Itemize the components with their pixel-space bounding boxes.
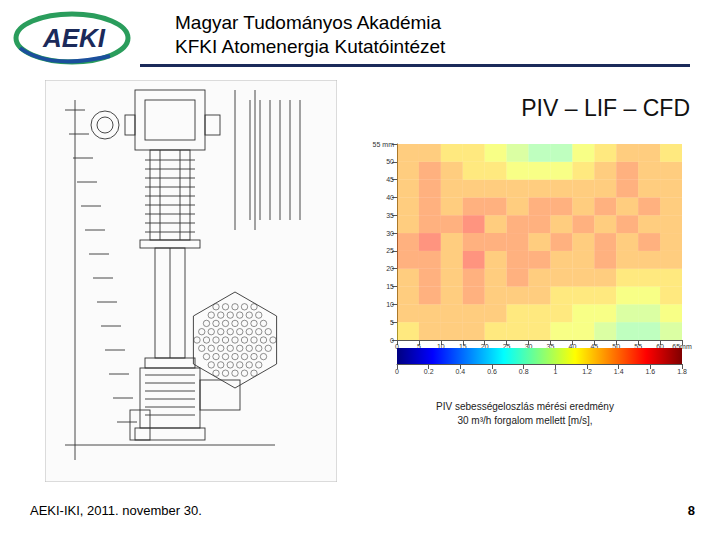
- svg-text:0.6: 0.6: [487, 368, 497, 375]
- svg-text:10: 10: [436, 343, 445, 350]
- svg-text:1.6: 1.6: [645, 368, 655, 375]
- svg-text:35: 35: [546, 343, 555, 350]
- html-text:AEKI-IKI, 2011. november 30.: AEKI-IKI, 2011. november 30.: [30, 503, 202, 518]
- svg-text:AEKI: AEKI: [42, 23, 106, 53]
- svg-text:0: 0: [390, 337, 394, 344]
- svg-text:20: 20: [480, 343, 489, 350]
- svg-text:50: 50: [386, 158, 394, 165]
- svg-text:1: 1: [553, 368, 557, 375]
- svg-text:20: 20: [386, 265, 394, 272]
- svg-text:15: 15: [458, 343, 467, 350]
- svg-text:0: 0: [395, 368, 399, 375]
- svg-text:55 mm: 55 mm: [373, 141, 395, 148]
- html-text:8: 8: [687, 503, 695, 518]
- svg-text:65mm: 65mm: [672, 343, 692, 350]
- html-text:PIV sebességeloszlás mérési er: PIV sebességeloszlás mérési eredmény: [436, 401, 614, 412]
- svg-text:60: 60: [656, 343, 664, 350]
- svg-text:45: 45: [590, 343, 599, 350]
- svg-text:40: 40: [568, 343, 577, 350]
- svg-text:5: 5: [417, 343, 421, 350]
- svg-text:55: 55: [634, 343, 643, 350]
- svg-text:1.8: 1.8: [677, 368, 687, 375]
- svg-text:45: 45: [386, 176, 394, 183]
- svg-text:40: 40: [386, 194, 394, 201]
- svg-text:0: 0: [395, 343, 399, 350]
- svg-text:0.4: 0.4: [455, 368, 465, 375]
- html-text:PIV – LIF – CFD: PIV – LIF – CFD: [521, 95, 690, 121]
- html-text:Magyar Tudományos Akadémia: Magyar Tudományos Akadémia: [175, 12, 442, 33]
- svg-text:30: 30: [386, 230, 394, 237]
- svg-text:10: 10: [386, 301, 394, 308]
- svg-text:15: 15: [386, 283, 394, 290]
- svg-text:5: 5: [390, 319, 394, 326]
- svg-text:25: 25: [502, 343, 511, 350]
- svg-text:25: 25: [386, 247, 394, 254]
- svg-text:50: 50: [612, 343, 621, 350]
- svg-text:0.8: 0.8: [519, 368, 529, 375]
- svg-text:35: 35: [386, 212, 394, 219]
- html-text:30 m³/h forgalom mellett [m/s]: 30 m³/h forgalom mellett [m/s],: [457, 415, 593, 426]
- svg-text:30: 30: [524, 343, 533, 350]
- html-text:KFKI Atomenergia Kutatóintézet: KFKI Atomenergia Kutatóintézet: [175, 36, 446, 57]
- svg-text:1.4: 1.4: [614, 368, 624, 375]
- svg-text:1.2: 1.2: [582, 368, 592, 375]
- svg-text:0.2: 0.2: [424, 368, 434, 375]
